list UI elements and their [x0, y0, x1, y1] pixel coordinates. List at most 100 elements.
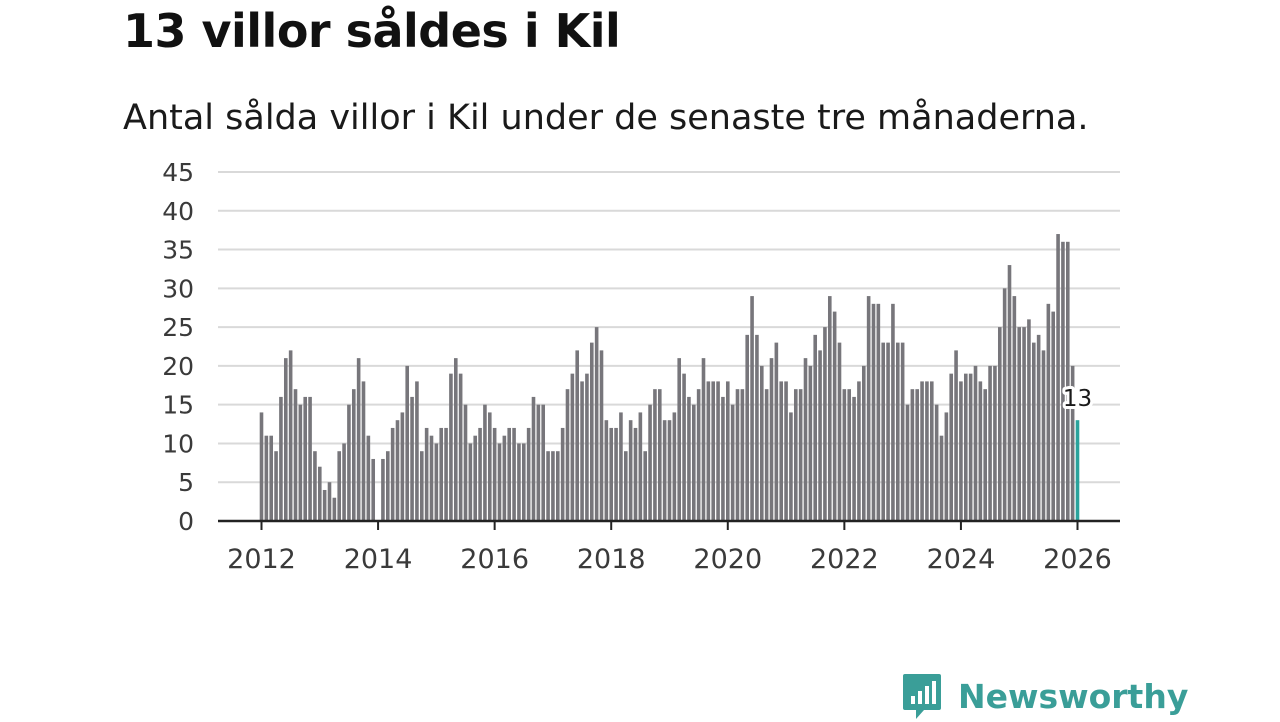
x-tick-label: 2018 — [577, 544, 646, 575]
bar — [847, 389, 852, 521]
bar — [910, 389, 915, 521]
bar — [837, 342, 842, 521]
axes — [218, 519, 1120, 530]
bar — [351, 389, 356, 521]
bar — [643, 451, 648, 521]
bar — [677, 358, 682, 521]
x-tick-label: 2020 — [693, 544, 762, 575]
bar — [857, 381, 861, 521]
bar — [759, 365, 764, 521]
bar — [944, 412, 949, 521]
bar — [623, 451, 628, 521]
bar — [565, 389, 570, 521]
bar — [1041, 350, 1046, 521]
bar — [735, 389, 740, 521]
bar — [512, 427, 516, 521]
bar — [1022, 327, 1026, 521]
bar — [818, 350, 822, 521]
bar — [463, 404, 468, 521]
bar — [468, 443, 473, 521]
bar — [347, 404, 351, 521]
bar — [283, 358, 288, 521]
bar — [332, 497, 337, 521]
bar — [959, 381, 963, 521]
bar — [444, 427, 448, 521]
bar — [1031, 342, 1036, 521]
bar — [755, 334, 759, 521]
bar — [949, 373, 954, 521]
bar — [356, 358, 361, 521]
bar — [653, 389, 657, 521]
bar — [920, 381, 924, 521]
bar — [410, 396, 414, 521]
bar — [915, 389, 920, 521]
bar — [1002, 288, 1007, 521]
bar-series — [259, 234, 1080, 522]
bar — [575, 350, 580, 521]
bar — [589, 342, 594, 521]
bar — [769, 358, 774, 521]
bar — [871, 303, 876, 521]
y-tick-label: 45 — [162, 158, 194, 187]
bar — [497, 443, 502, 521]
bar — [827, 296, 832, 521]
bar — [711, 381, 716, 521]
bar — [628, 420, 633, 521]
bar — [963, 373, 968, 521]
bar — [570, 373, 575, 521]
bar — [1017, 327, 1022, 521]
bar — [745, 334, 750, 521]
bar — [458, 373, 463, 521]
y-tick-label: 35 — [162, 236, 194, 265]
y-tick-label: 25 — [162, 313, 194, 342]
bar — [322, 489, 327, 521]
y-tick-label: 10 — [162, 429, 194, 458]
bar — [1046, 303, 1051, 521]
bar — [691, 404, 696, 521]
bar — [541, 404, 546, 521]
bar — [560, 427, 565, 521]
bar — [609, 427, 614, 521]
bar — [852, 396, 856, 521]
bar — [1027, 319, 1031, 521]
bar — [657, 389, 662, 521]
newsworthy-logo-icon — [903, 674, 941, 719]
grid-lines — [218, 171, 1120, 484]
bar — [779, 381, 784, 521]
bar — [327, 482, 332, 521]
bar — [876, 303, 881, 521]
y-tick-label: 15 — [162, 391, 194, 420]
bar — [1007, 265, 1012, 521]
bar — [750, 296, 754, 521]
y-tick-label: 40 — [162, 197, 194, 226]
x-tick-label: 2026 — [1043, 544, 1112, 575]
y-tick-label: 30 — [162, 274, 194, 303]
bar — [526, 427, 531, 521]
bar — [502, 435, 507, 521]
bar — [1036, 334, 1041, 521]
bar — [793, 389, 798, 521]
bar — [429, 435, 434, 521]
bar — [415, 381, 419, 521]
bar — [361, 381, 366, 521]
bar — [381, 458, 385, 521]
bar — [424, 427, 429, 521]
bar — [517, 443, 521, 521]
bar — [585, 373, 589, 521]
bar — [390, 427, 395, 521]
bar — [293, 389, 298, 521]
chart-title: 13 villor såldes i Kil — [123, 4, 621, 58]
bar — [439, 427, 444, 521]
bar — [633, 427, 638, 521]
bar — [619, 412, 623, 521]
bar — [803, 358, 808, 521]
bar — [925, 381, 929, 521]
bar — [551, 451, 555, 521]
bar — [400, 412, 405, 521]
bar — [672, 412, 677, 521]
bar — [667, 420, 672, 521]
bar — [317, 466, 322, 521]
brand-name: Newsworthy — [958, 676, 1189, 716]
bar — [648, 404, 652, 521]
bar — [997, 327, 1002, 521]
